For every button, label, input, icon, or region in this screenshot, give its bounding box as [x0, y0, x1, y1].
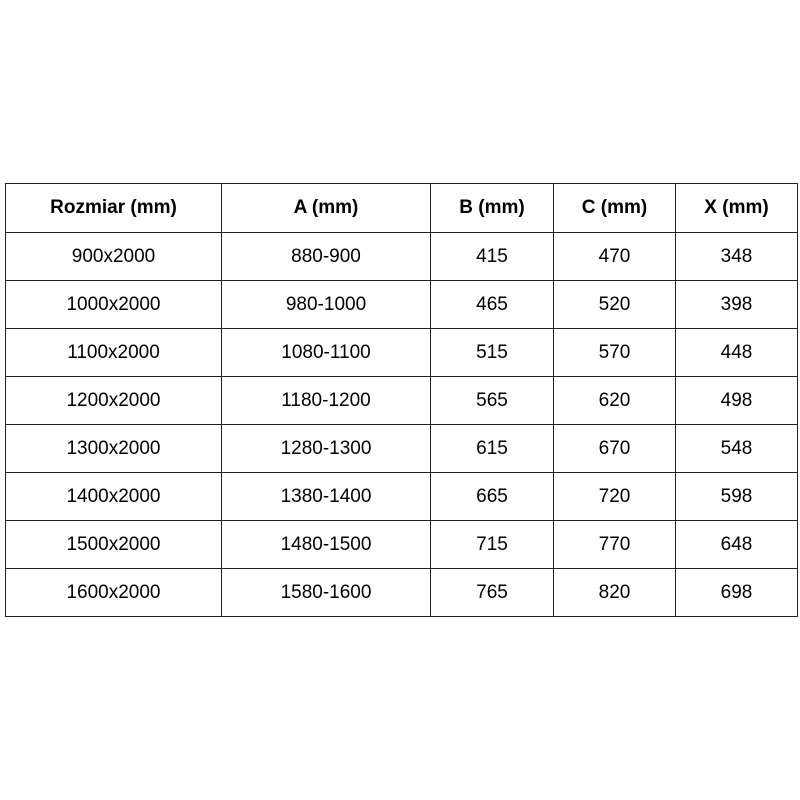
table-cell: 465 — [430, 280, 554, 329]
table-cell: 1300x2000 — [5, 424, 222, 473]
table-cell: 615 — [430, 424, 554, 473]
table-cell: 415 — [430, 232, 554, 281]
table-cell: 648 — [675, 520, 798, 569]
table-row: 1100x2000 1080-1100 515 570 448 — [5, 328, 798, 377]
table-cell: 398 — [675, 280, 798, 329]
table-cell: 1500x2000 — [5, 520, 222, 569]
table-row: 1300x2000 1280-1300 615 670 548 — [5, 424, 798, 473]
column-header: A (mm) — [221, 183, 431, 233]
table-cell: 698 — [675, 568, 798, 617]
table-cell: 598 — [675, 472, 798, 521]
table-cell: 670 — [553, 424, 676, 473]
table-cell: 548 — [675, 424, 798, 473]
table-cell: 665 — [430, 472, 554, 521]
table-cell: 1000x2000 — [5, 280, 222, 329]
column-header: Rozmiar (mm) — [5, 183, 222, 233]
table-cell: 515 — [430, 328, 554, 377]
table-cell: 570 — [553, 328, 676, 377]
table-cell: 770 — [553, 520, 676, 569]
table-cell: 470 — [553, 232, 676, 281]
table-cell: 1180-1200 — [221, 376, 431, 425]
table-cell: 1280-1300 — [221, 424, 431, 473]
table-row: 900x2000 880-900 415 470 348 — [5, 232, 798, 281]
table-cell: 1580-1600 — [221, 568, 431, 617]
table-row: 1400x2000 1380-1400 665 720 598 — [5, 472, 798, 521]
header-row: Rozmiar (mm) A (mm) B (mm) C (mm) X (mm) — [5, 183, 798, 233]
table-cell: 1400x2000 — [5, 472, 222, 521]
table-cell: 720 — [553, 472, 676, 521]
table-row: 1500x2000 1480-1500 715 770 648 — [5, 520, 798, 569]
table-cell: 900x2000 — [5, 232, 222, 281]
table-cell: 1480-1500 — [221, 520, 431, 569]
table-row: 1600x2000 1580-1600 765 820 698 — [5, 568, 798, 617]
table-cell: 1600x2000 — [5, 568, 222, 617]
table-row: 1000x2000 980-1000 465 520 398 — [5, 280, 798, 329]
table-cell: 620 — [553, 376, 676, 425]
table-cell: 565 — [430, 376, 554, 425]
table-cell: 820 — [553, 568, 676, 617]
table-cell: 1380-1400 — [221, 472, 431, 521]
table-cell: 520 — [553, 280, 676, 329]
table-row: 1200x2000 1180-1200 565 620 498 — [5, 376, 798, 425]
table-cell: 715 — [430, 520, 554, 569]
table-cell: 498 — [675, 376, 798, 425]
column-header: B (mm) — [430, 183, 554, 233]
table-cell: 1200x2000 — [5, 376, 222, 425]
column-header: X (mm) — [675, 183, 798, 233]
table-cell: 980-1000 — [221, 280, 431, 329]
table-cell: 765 — [430, 568, 554, 617]
column-header: C (mm) — [553, 183, 676, 233]
table-cell: 1080-1100 — [221, 328, 431, 377]
table-cell: 448 — [675, 328, 798, 377]
table-cell: 1100x2000 — [5, 328, 222, 377]
dimensions-table: Rozmiar (mm) A (mm) B (mm) C (mm) X (mm) 900… — [5, 183, 798, 617]
table-cell: 880-900 — [221, 232, 431, 281]
table-cell: 348 — [675, 232, 798, 281]
